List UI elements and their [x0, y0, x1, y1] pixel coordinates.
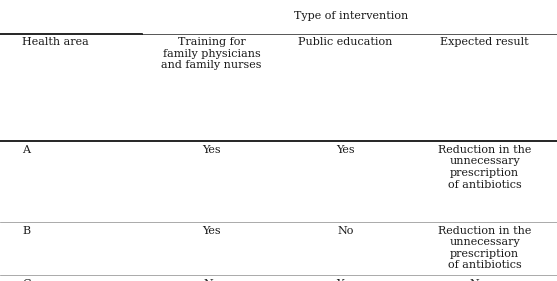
Text: No: No	[337, 226, 354, 236]
Text: No: No	[203, 279, 220, 281]
Text: Yes: Yes	[336, 279, 355, 281]
Text: Reduction in the
unnecessary
prescription
of antibiotics: Reduction in the unnecessary prescriptio…	[438, 226, 531, 270]
Text: Health area: Health area	[22, 37, 89, 47]
Text: Reduction in the
unnecessary
prescription
of antibiotics: Reduction in the unnecessary prescriptio…	[438, 145, 531, 189]
Text: Yes: Yes	[202, 145, 221, 155]
Text: Yes: Yes	[336, 145, 355, 155]
Text: None: None	[470, 279, 500, 281]
Text: Type of intervention: Type of intervention	[294, 11, 408, 21]
Text: Public education: Public education	[298, 37, 393, 47]
Text: A: A	[22, 145, 30, 155]
Text: B: B	[22, 226, 31, 236]
Text: Yes: Yes	[202, 226, 221, 236]
Text: C: C	[22, 279, 31, 281]
Text: Training for
family physicians
and family nurses: Training for family physicians and famil…	[162, 37, 262, 70]
Text: Expected result: Expected result	[440, 37, 529, 47]
